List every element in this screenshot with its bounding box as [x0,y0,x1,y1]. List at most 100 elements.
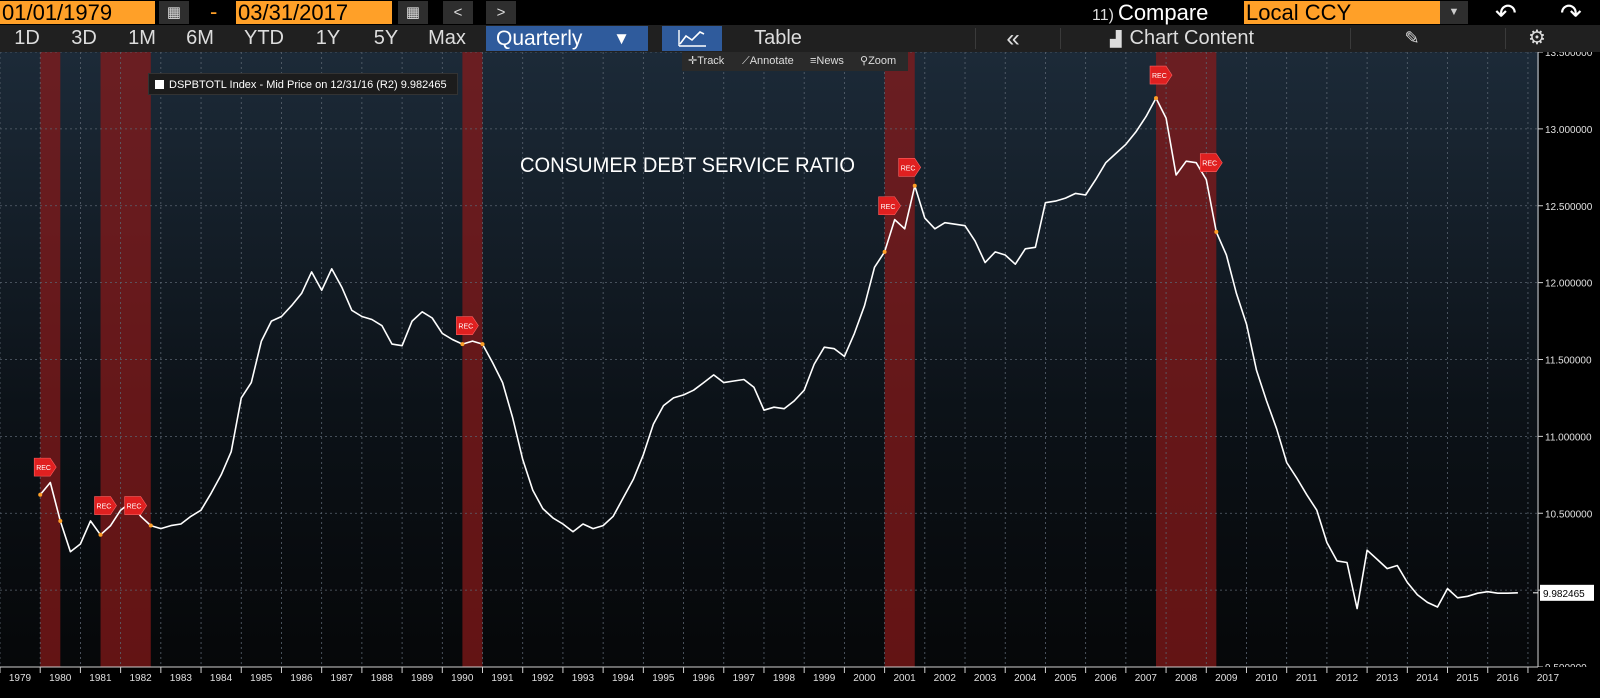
line-chart-icon[interactable] [662,26,722,51]
x-tick-label: 2003 [974,673,997,684]
recession-point [148,523,153,528]
recession-point [1214,229,1219,234]
rec-marker-label: REC [97,504,112,511]
prev-button[interactable]: < [443,1,473,24]
x-tick-label: 2008 [1175,673,1198,684]
x-tick-label: 2014 [1416,673,1439,684]
range-5y[interactable]: 5Y [373,27,399,49]
range-1y[interactable]: 1Y [315,27,341,49]
redo-icon[interactable]: ↷ [1560,0,1582,28]
rec-marker: REC [94,496,117,515]
range-6m[interactable]: 6M [186,27,214,49]
collapse-icon[interactable]: « [1006,25,1020,52]
rec-marker-shape [124,496,148,515]
zoom-label: Zoom [868,55,897,67]
x-tick-label: 1987 [331,673,354,684]
annotate-label: Annotate [749,55,794,67]
x-tick-label: 1988 [371,673,394,684]
end-date-field[interactable]: 03/31/2017 [236,1,392,24]
range-1d[interactable]: 1D [14,27,40,49]
y-tick-label: 13.500000 [1545,52,1593,59]
x-tick-label: 1979 [9,673,32,684]
x-tick-label: 1986 [290,673,313,684]
y-tick-label: 12.000000 [1545,279,1593,290]
rec-marker-label: REC [881,204,896,211]
chart-content-icon: ▟ [1110,31,1122,48]
next-button[interactable]: > [486,1,516,24]
currency-select[interactable]: Local CCY [1244,1,1440,24]
range-3d[interactable]: 3D [71,27,97,49]
news-label: News [816,55,844,67]
chart-content-button[interactable]: ▟ Chart Content [1110,25,1330,52]
compare-label: Compare [1117,0,1209,25]
x-tick-label: 1982 [130,673,153,684]
news-button[interactable]: ≡ News [810,52,844,71]
track-label: Track [697,55,725,67]
chevron-down-icon: ▼ [613,29,630,48]
rec-marker-label: REC [1152,73,1167,80]
x-tick-label: 1985 [250,673,273,684]
compare-number: 11) [1092,7,1114,24]
y-tick-label: 11.500000 [1545,356,1592,367]
range-max[interactable]: Max [428,27,466,49]
x-tick-label: 2012 [1336,673,1359,684]
x-tick-label: 1992 [532,673,555,684]
x-tick-label: 2013 [1376,673,1399,684]
divider [1505,28,1506,49]
series-legend[interactable]: DSPBTOTL Index - Mid Price on 12/31/16 (… [148,73,458,95]
calendar-icon[interactable]: ▦ [398,1,428,24]
track-button[interactable]: ✛ Track [688,52,724,71]
x-tick-label: 2011 [1296,673,1318,684]
rec-marker-label: REC [127,504,142,511]
rec-marker: REC [33,457,57,477]
x-tick-label: 1993 [572,673,595,684]
chart-background [0,52,1600,698]
x-tick-label: 2015 [1456,673,1479,684]
range-ytd[interactable]: YTD [244,27,284,49]
undo-icon[interactable]: ↶ [1495,0,1517,28]
rec-marker: REC [1149,65,1173,85]
x-tick-label: 2010 [1255,673,1278,684]
rec-marker-shape [1149,65,1173,85]
series-line-group [38,96,1518,610]
rec-marker-shape [456,316,479,335]
recession-point [882,249,887,254]
gear-icon[interactable]: ⚙ [1528,27,1546,49]
recession-point [912,183,917,188]
edit-icon[interactable]: ✎ [1404,28,1420,48]
rec-marker: REC [124,496,148,515]
rec-marker-shape [898,158,922,177]
y-tick-label: 10.500000 [1545,509,1593,520]
x-tick-label: 2009 [1215,673,1238,684]
frequency-select[interactable]: Quarterly ▼ [486,26,648,51]
y-tick-label: 12.500000 [1545,202,1593,213]
zoom-button[interactable]: ⚲ Zoom [860,52,896,71]
compare-button[interactable]: 11) Compare [1092,0,1208,28]
recession-band [462,52,483,667]
x-tick-label: 1991 [491,673,514,684]
start-date-field[interactable]: 01/01/1979 [0,1,155,24]
range-1m[interactable]: 1M [128,27,156,49]
legend-text: DSPBTOTL Index - Mid Price on 12/31/16 (… [169,79,447,91]
recession-point [480,342,485,347]
x-tick-label: 1998 [773,673,796,684]
rec-marker-label: REC [901,165,916,172]
recession-point [1154,96,1159,101]
x-tick-label: 1994 [612,673,635,684]
annotate-button[interactable]: ⟋ Annotate [742,52,794,71]
currency-dropdown-icon[interactable]: ▼ [1440,1,1468,24]
rec-marker: REC [456,316,479,335]
x-tick-label: 1983 [170,673,193,684]
series-line [39,97,1518,610]
x-tick-label: 1997 [733,673,756,684]
x-tick-label: 1981 [89,673,112,684]
last-value-label: 9.982465 [1543,589,1585,600]
table-button[interactable]: Table [754,27,802,49]
recession-band [884,52,915,667]
rec-marker: REC [1199,153,1223,172]
x-tick-label: 1996 [692,673,715,684]
rec-marker-shape [94,496,117,515]
x-tick-label: 2004 [1014,673,1037,684]
calendar-icon[interactable]: ▦ [159,1,189,24]
